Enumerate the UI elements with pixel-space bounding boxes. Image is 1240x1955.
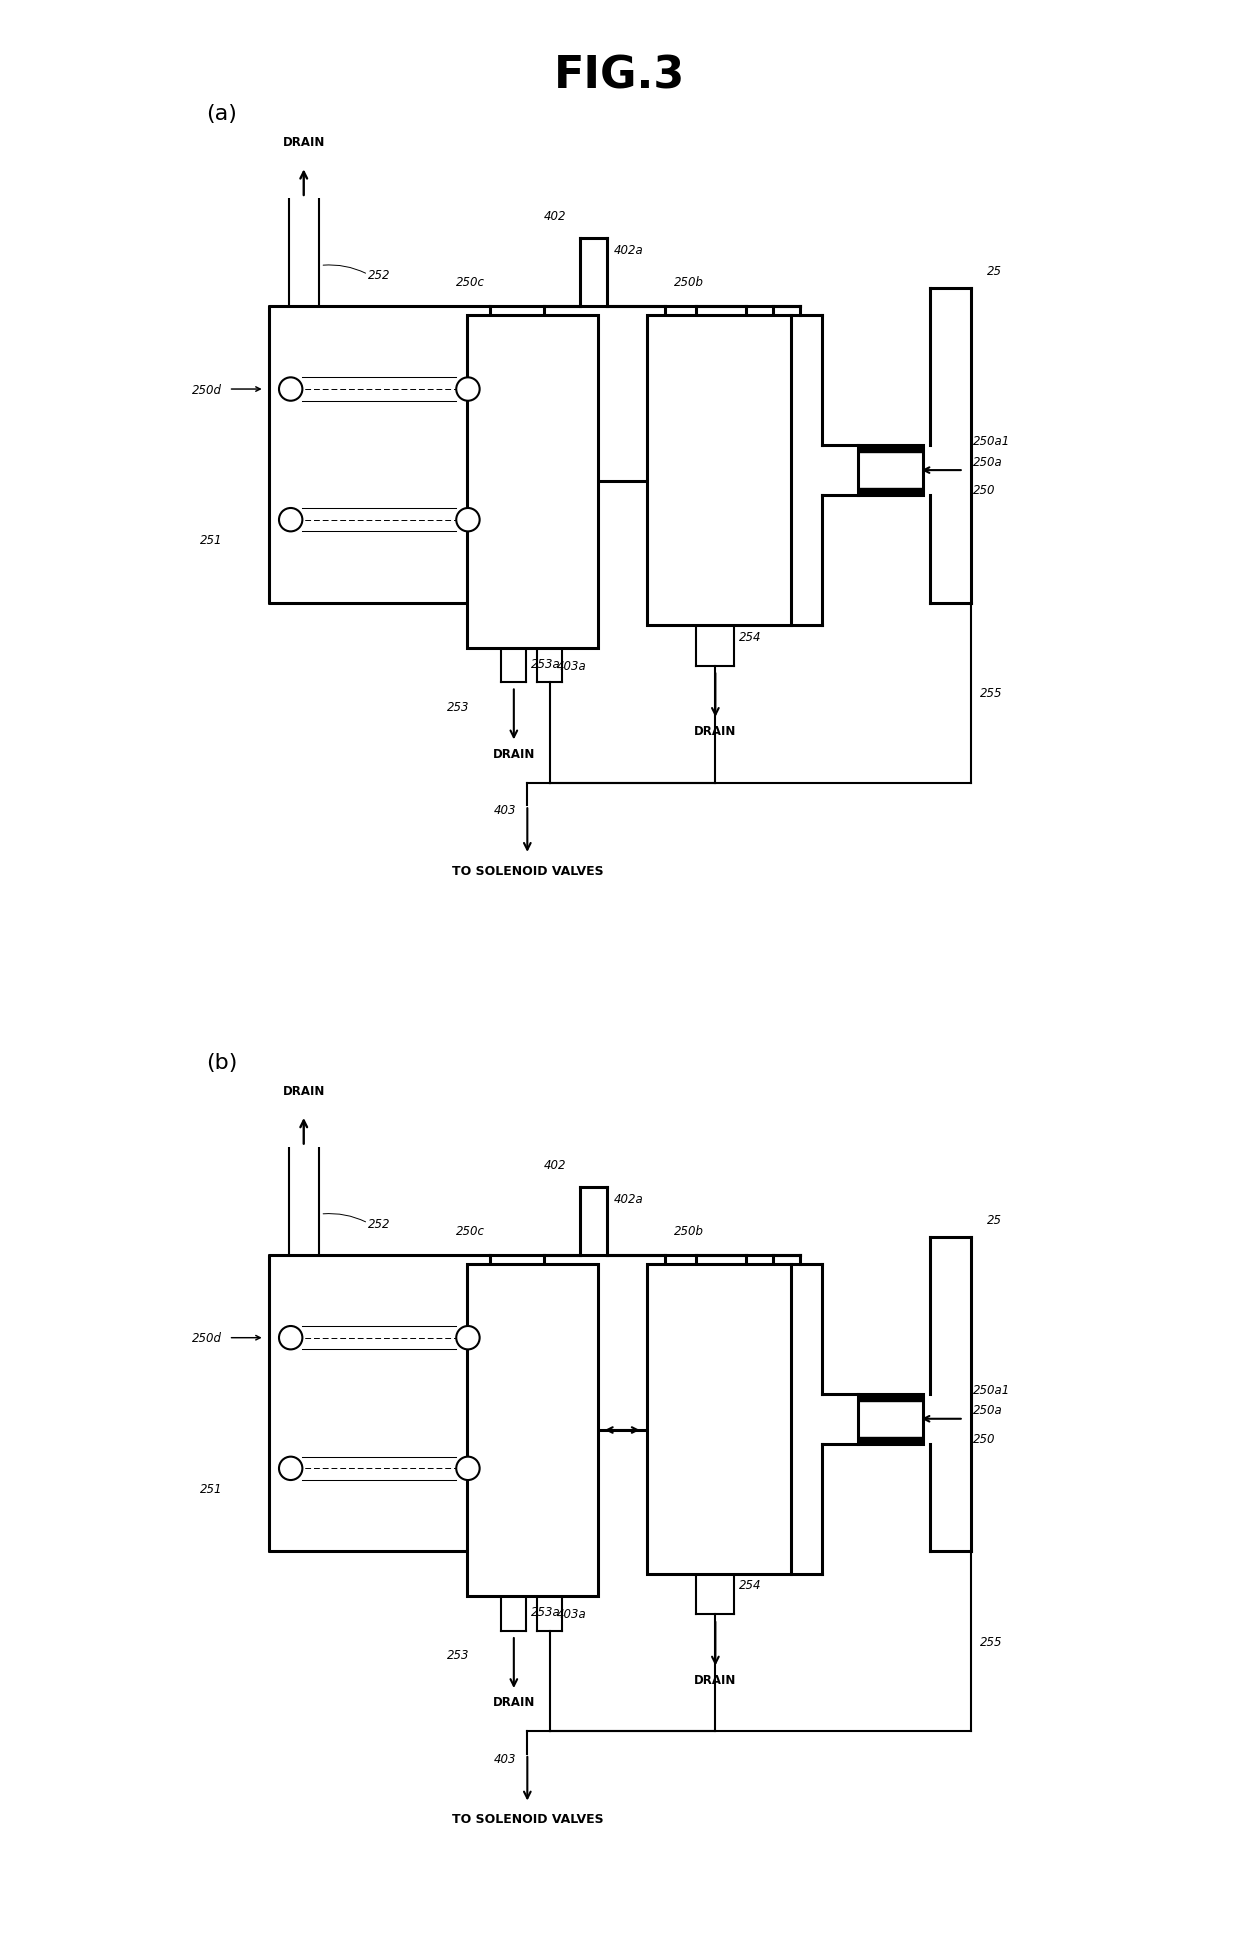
Text: 250a: 250a [972,456,1002,469]
Text: 250b: 250b [675,1224,704,1238]
Text: 255: 255 [980,686,1002,700]
Text: 403: 403 [494,804,517,817]
Text: 253a: 253a [531,1605,560,1619]
Text: 250: 250 [972,485,996,497]
Text: 402a: 402a [614,1193,644,1204]
Text: DRAIN: DRAIN [283,137,325,149]
Text: 250a: 250a [972,1404,1002,1417]
Text: DRAIN: DRAIN [283,1085,325,1097]
Text: 403a: 403a [557,1607,587,1621]
Text: FIG.3: FIG.3 [554,55,686,98]
FancyBboxPatch shape [467,315,598,649]
Text: 250a1: 250a1 [972,434,1009,448]
Text: TO SOLENOID VALVES: TO SOLENOID VALVES [451,864,603,878]
Circle shape [456,377,480,401]
Text: 250c: 250c [456,1224,485,1238]
Text: 253: 253 [448,700,470,714]
Text: 255: 255 [980,1634,1002,1648]
Circle shape [279,377,303,401]
Text: 25: 25 [987,266,1002,278]
Bar [858,1394,924,1445]
Text: DRAIN: DRAIN [492,747,534,760]
Text: 252: 252 [368,1216,391,1230]
Text: 25: 25 [987,1214,1002,1226]
Circle shape [279,1325,303,1349]
Text: TO SOLENOID VALVES: TO SOLENOID VALVES [451,1812,603,1826]
Text: 402a: 402a [614,244,644,256]
Text: 254: 254 [739,630,761,643]
Text: 250b: 250b [675,276,704,289]
Bar [858,446,924,497]
Text: DRAIN: DRAIN [492,1695,534,1709]
FancyBboxPatch shape [647,1263,791,1574]
Text: 250: 250 [972,1433,996,1445]
Circle shape [456,1325,480,1349]
Text: 251: 251 [200,534,222,547]
Circle shape [279,508,303,532]
FancyBboxPatch shape [647,315,791,626]
Circle shape [456,1456,480,1480]
Text: (a): (a) [206,104,237,125]
Text: 403: 403 [494,1752,517,1765]
Text: 250d: 250d [192,383,222,397]
Text: 403a: 403a [557,659,587,673]
Text: DRAIN: DRAIN [694,1673,737,1685]
Text: (b): (b) [206,1052,238,1073]
Text: 253a: 253a [531,657,560,671]
FancyBboxPatch shape [467,1263,598,1597]
Text: 250c: 250c [456,276,485,289]
Text: 251: 251 [200,1482,222,1496]
Text: 402: 402 [543,1159,565,1171]
Text: 252: 252 [368,268,391,282]
Circle shape [456,508,480,532]
Text: 250a1: 250a1 [972,1382,1009,1396]
Text: 402: 402 [543,211,565,223]
Text: 253: 253 [448,1648,470,1662]
Text: 254: 254 [739,1580,761,1591]
Text: DRAIN: DRAIN [694,725,737,737]
Text: 250d: 250d [192,1331,222,1345]
Circle shape [279,1456,303,1480]
